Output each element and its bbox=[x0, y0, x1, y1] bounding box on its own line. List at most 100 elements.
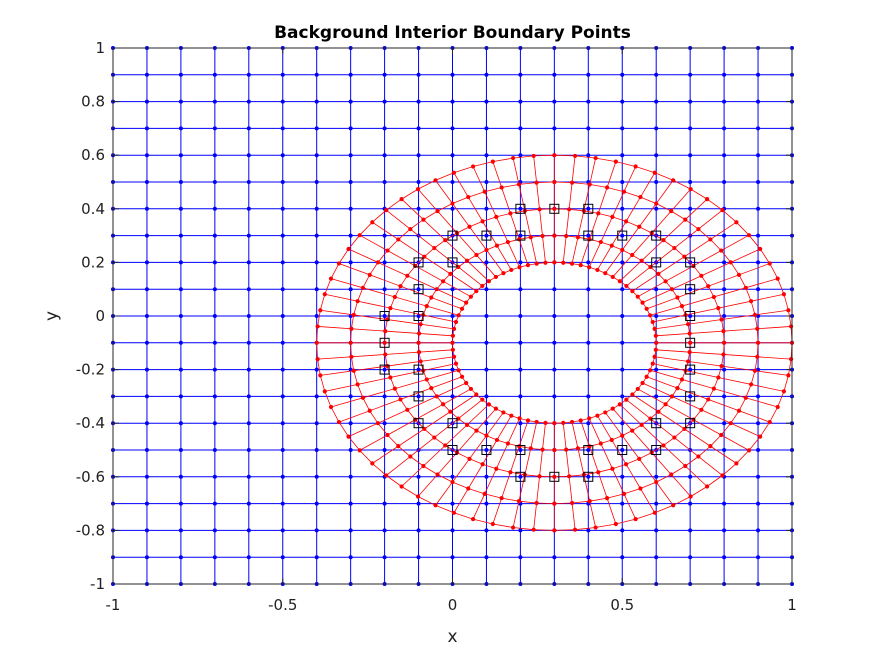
boundary-point-marker bbox=[685, 257, 696, 268]
overlay-grid-point bbox=[474, 252, 479, 258]
overlay-grid-point bbox=[537, 474, 542, 479]
background-grid-point bbox=[144, 72, 149, 77]
background-grid-point bbox=[212, 233, 217, 238]
background-grid-point bbox=[756, 99, 761, 104]
background-grid-point bbox=[654, 528, 659, 533]
background-grid-point bbox=[382, 72, 387, 77]
background-grid-point bbox=[654, 501, 659, 506]
overlay-grid-point bbox=[517, 416, 522, 421]
overlay-grid-point bbox=[346, 246, 351, 252]
boundary-point-marker bbox=[379, 311, 390, 321]
background-grid-point bbox=[722, 72, 727, 77]
overlay-grid-point bbox=[644, 306, 649, 311]
background-grid-point bbox=[688, 394, 693, 399]
overlay-grid-point bbox=[433, 503, 438, 508]
background-grid-point bbox=[484, 340, 489, 345]
overlay-grid-point bbox=[652, 354, 657, 359]
background-grid-point bbox=[688, 206, 693, 211]
overlay-grid-point bbox=[587, 182, 592, 187]
background-grid-point bbox=[484, 314, 489, 318]
overlay-grid-point bbox=[432, 245, 437, 251]
boundary-point-marker bbox=[481, 445, 492, 455]
boundary-point-marker bbox=[515, 471, 526, 482]
y-axis-label: y bbox=[42, 311, 62, 321]
overlay-grid-point bbox=[415, 187, 421, 192]
overlay-grid-point bbox=[638, 486, 643, 491]
overlay-grid-point bbox=[767, 419, 772, 425]
overlay-grid-point bbox=[490, 521, 495, 527]
overlay-grid-point bbox=[705, 484, 710, 489]
background-grid-point bbox=[382, 126, 387, 131]
overlay-grid-point bbox=[587, 265, 592, 270]
overlay-grid-point bbox=[669, 208, 674, 214]
background-grid-point bbox=[212, 126, 217, 131]
overlay-grid-point bbox=[399, 196, 404, 202]
overlay-grid-point bbox=[578, 418, 583, 423]
background-grid-point bbox=[246, 153, 251, 158]
boundary-point-marker bbox=[515, 230, 526, 241]
overlay-grid-point bbox=[399, 484, 404, 489]
background-grid-point bbox=[416, 394, 421, 399]
background-grid-point bbox=[280, 153, 285, 158]
background-grid-layer bbox=[111, 46, 794, 586]
boundary-point-marker bbox=[583, 203, 594, 214]
overlay-grid-point bbox=[688, 187, 693, 192]
overlay-grid-point bbox=[696, 226, 701, 232]
background-grid-point bbox=[416, 555, 421, 560]
boundary-point-marker bbox=[685, 418, 696, 429]
overlay-grid-point bbox=[617, 402, 622, 407]
overlay-grid-point bbox=[375, 260, 381, 265]
overlay-grid-point bbox=[752, 368, 758, 373]
background-grid-point bbox=[722, 394, 727, 399]
background-grid-point bbox=[518, 314, 523, 318]
background-grid-point bbox=[314, 233, 319, 238]
background-grid-point bbox=[348, 474, 353, 479]
background-grid-point bbox=[756, 448, 761, 452]
overlay-grid-point bbox=[456, 313, 461, 318]
boundary-points-layer bbox=[379, 203, 696, 482]
overlay-grid-point bbox=[493, 274, 499, 280]
overlay-grid-point bbox=[388, 306, 393, 311]
overlay-grid-point bbox=[432, 435, 437, 440]
background-grid-point bbox=[212, 206, 217, 211]
background-grid-point bbox=[348, 528, 353, 533]
overlay-grid-point bbox=[450, 201, 455, 206]
background-grid-point bbox=[552, 367, 557, 372]
overlay-grid-point bbox=[322, 389, 327, 394]
background-grid-point bbox=[688, 126, 693, 131]
y-tick-label: 0.8 bbox=[81, 93, 105, 111]
background-grid-point bbox=[756, 555, 761, 560]
overlay-grid-point bbox=[621, 491, 627, 497]
overlay-grid-point bbox=[621, 189, 627, 194]
overlay-grid-point bbox=[509, 267, 514, 273]
overlay-grid-point bbox=[567, 474, 572, 479]
overlay-grid-point bbox=[453, 361, 459, 366]
overlay-grid-point bbox=[517, 237, 522, 242]
background-grid-point bbox=[518, 99, 523, 104]
background-grid-point bbox=[382, 394, 387, 399]
background-grid-point bbox=[518, 555, 523, 560]
chart-title: Background Interior Boundary Points bbox=[274, 23, 631, 43]
overlay-grid-point bbox=[459, 306, 465, 311]
background-grid-point bbox=[654, 367, 659, 372]
background-grid-point bbox=[382, 99, 387, 104]
overlay-grid-point bbox=[755, 354, 760, 359]
background-grid-point bbox=[280, 394, 285, 399]
overlay-grid-point bbox=[451, 170, 457, 175]
overlay-grid-point bbox=[640, 300, 645, 305]
overlay-grid-point bbox=[781, 389, 787, 394]
overlay-grid-point bbox=[505, 239, 511, 245]
x-tick-label: -1 bbox=[106, 596, 121, 614]
overlay-grid-point bbox=[688, 494, 693, 499]
background-grid-point bbox=[722, 287, 727, 292]
background-grid-point bbox=[484, 287, 489, 292]
background-grid-point bbox=[314, 287, 319, 292]
overlay-grid-point bbox=[639, 258, 644, 263]
overlay-grid-point bbox=[596, 470, 601, 475]
background-grid-point bbox=[178, 474, 183, 479]
overlay-grid-point bbox=[318, 373, 323, 378]
overlay-grid-point bbox=[314, 340, 319, 345]
background-grid-point bbox=[688, 180, 693, 184]
background-grid-point bbox=[586, 72, 591, 77]
